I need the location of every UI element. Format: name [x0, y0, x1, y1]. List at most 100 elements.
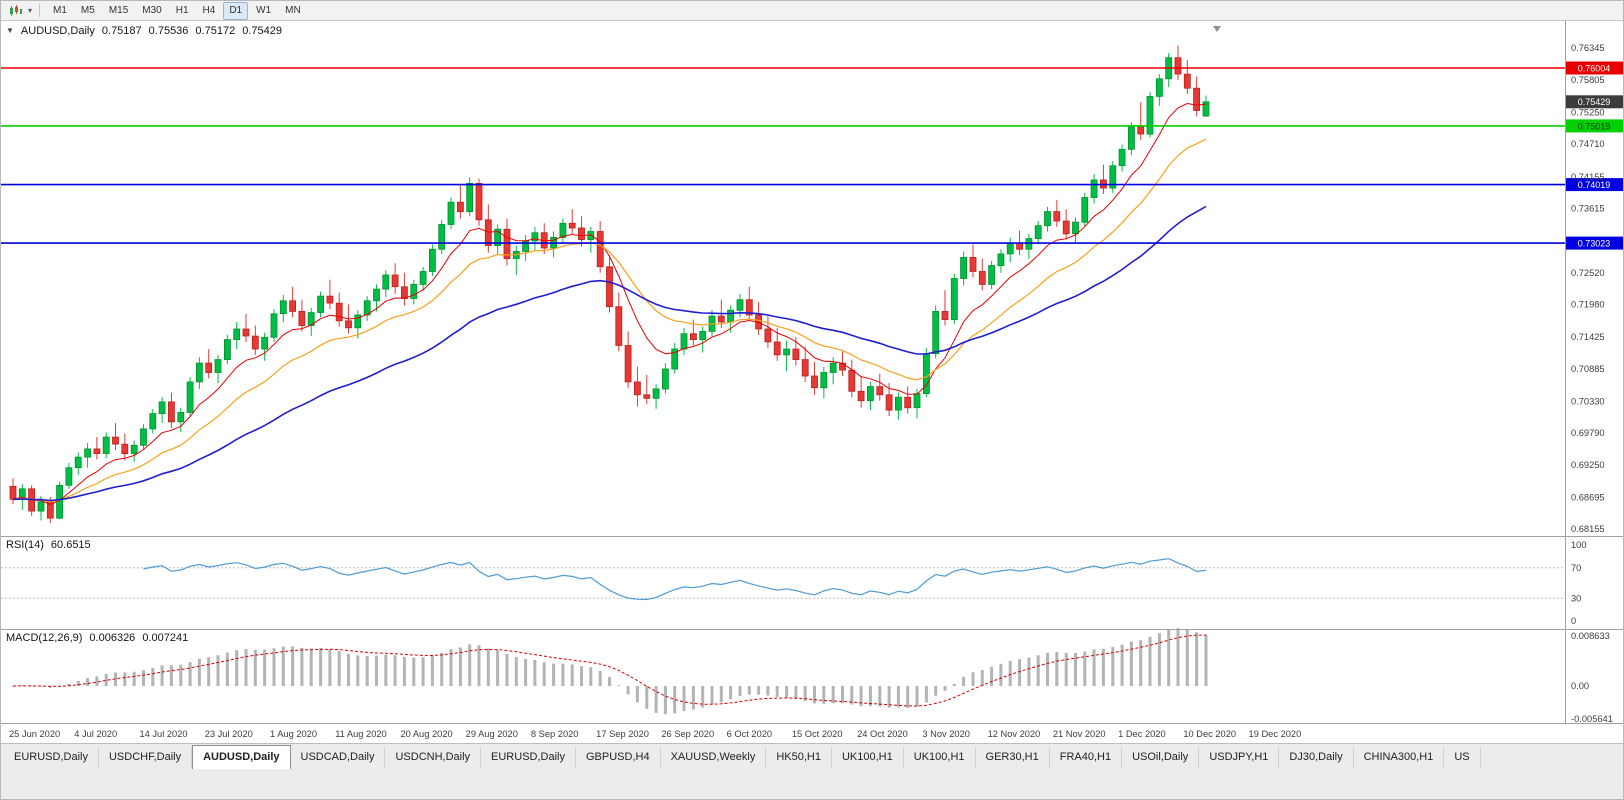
- svg-text:30: 30: [1571, 593, 1581, 603]
- macd-axis[interactable]: 0.008633 0.00 -0.005641: [1571, 631, 1613, 724]
- svg-text:10 Dec 2020: 10 Dec 2020: [1183, 729, 1236, 739]
- svg-text:0.74019: 0.74019: [1578, 180, 1611, 190]
- macd-name: MACD(12,26,9): [6, 632, 83, 644]
- macd-signal-value: 0.007241: [142, 632, 189, 644]
- timeframe-button-group: M1 M5 M15 M30 H1 H4 D1 W1 MN: [47, 1, 307, 20]
- chart-tab-bar: EURUSD,Daily USDCHF,Daily AUDUSD,Daily USDC…: [1, 743, 1623, 769]
- timeframe-button-m30[interactable]: M30: [142, 4, 162, 16]
- svg-text:26 Sep 2020: 26 Sep 2020: [661, 729, 714, 739]
- svg-text:8 Sep 2020: 8 Sep 2020: [531, 729, 579, 739]
- svg-text:23 Jul 2020: 23 Jul 2020: [205, 729, 253, 739]
- macd-histogram: [11, 628, 1208, 715]
- svg-text:0.76345: 0.76345: [1571, 43, 1605, 53]
- rsi-axis[interactable]: 100 70 30 0: [1571, 540, 1587, 626]
- svg-text:0.75805: 0.75805: [1571, 75, 1605, 85]
- svg-text:1 Aug 2020: 1 Aug 2020: [270, 729, 317, 739]
- svg-text:11 Aug 2020: 11 Aug 2020: [335, 729, 387, 739]
- svg-text:3 Nov 2020: 3 Nov 2020: [922, 729, 970, 739]
- chart-tab-usdcad-daily[interactable]: USDCAD,Daily: [290, 747, 386, 769]
- candlestick-series[interactable]: [9, 45, 1210, 523]
- timeframe-button-h4[interactable]: H4: [202, 4, 216, 16]
- timeframe-button-d1[interactable]: D1: [223, 1, 249, 20]
- price-line-badge-0.75019: [1566, 119, 1623, 133]
- svg-text:0.72520: 0.72520: [1571, 268, 1605, 278]
- chart-tab-dj30-daily[interactable]: DJ30,Daily: [1279, 747, 1354, 769]
- svg-text:-0.005641: -0.005641: [1571, 714, 1613, 724]
- time-axis[interactable]: 25 Jun 2020 4 Jul 2020 14 Jul 2020 23 Jul 2…: [9, 729, 1301, 739]
- chart-tab-eurusd-daily[interactable]: EURUSD,Daily: [4, 747, 99, 769]
- svg-text:0.71980: 0.71980: [1571, 300, 1605, 310]
- chart-tab-gbpusd-h4[interactable]: GBPUSD,H4: [576, 747, 661, 769]
- symbol-dropdown-icon[interactable]: ▼: [6, 26, 14, 35]
- ohlc-low: 0.75172: [195, 25, 236, 37]
- svg-text:6 Oct 2020: 6 Oct 2020: [727, 729, 772, 739]
- rsi-indicator-label: RSI(14) 60.6515: [6, 539, 91, 551]
- chart-dropdown-caret-icon[interactable]: ▾: [28, 5, 33, 15]
- svg-text:0.75019: 0.75019: [1578, 121, 1611, 131]
- chart-tab-hk50-h1[interactable]: HK50,H1: [766, 747, 832, 769]
- rsi-value: 60.6515: [50, 539, 91, 551]
- chart-tab-eurusd-daily[interactable]: EURUSD,Daily: [481, 747, 576, 769]
- svg-text:14 Jul 2020: 14 Jul 2020: [139, 729, 187, 739]
- chart-tab-usdcnh-daily[interactable]: USDCNH,Daily: [385, 747, 482, 769]
- svg-text:0.71425: 0.71425: [1571, 332, 1605, 342]
- chart-tab-usoil-daily[interactable]: USOil,Daily: [1122, 747, 1200, 769]
- svg-text:1 Dec 2020: 1 Dec 2020: [1118, 729, 1166, 739]
- svg-text:0.74155: 0.74155: [1571, 172, 1605, 182]
- toolbar: ▾ M1 M5 M15 M30 H1 H4 D1 W1 MN: [1, 1, 1623, 21]
- chart-tab-usdjpy-h1[interactable]: USDJPY,H1: [1199, 747, 1280, 769]
- chart-symbol-label: AUDUSD,Daily: [20, 25, 95, 37]
- chart-tab-xauusd-weekly[interactable]: XAUUSD,Weekly: [660, 747, 767, 769]
- chart-tab-usdchf-daily[interactable]: USDCHF,Daily: [98, 747, 193, 769]
- svg-text:0.69250: 0.69250: [1571, 460, 1605, 470]
- rsi-name: RSI(14): [6, 539, 44, 551]
- chart-shift-marker[interactable]: [1213, 26, 1221, 32]
- macd-signal-line: [12, 634, 1207, 707]
- chart-tab-us[interactable]: US: [1444, 747, 1481, 769]
- svg-text:12 Nov 2020: 12 Nov 2020: [988, 729, 1041, 739]
- rsi-line: [143, 558, 1207, 601]
- svg-text:0.68155: 0.68155: [1571, 524, 1605, 534]
- macd-indicator-label: MACD(12,26,9) 0.006326 0.007241: [6, 632, 188, 644]
- svg-text:21 Nov 2020: 21 Nov 2020: [1053, 729, 1106, 739]
- timeframe-button-h1[interactable]: H1: [175, 4, 189, 16]
- ohlc-close: 0.75429: [242, 25, 282, 37]
- price-axis[interactable]: 0.76345 0.75805 0.75250 0.74710 0.74155 0.736…: [1571, 43, 1605, 534]
- timeframe-button-mn[interactable]: MN: [285, 4, 301, 16]
- svg-text:29 Aug 2020: 29 Aug 2020: [466, 729, 518, 739]
- svg-text:0.73615: 0.73615: [1571, 204, 1605, 214]
- svg-text:25 Jun 2020: 25 Jun 2020: [9, 729, 60, 739]
- svg-text:0.68695: 0.68695: [1571, 493, 1605, 503]
- timeframe-button-m5[interactable]: M5: [80, 4, 95, 16]
- ma-medium-line: [12, 138, 1207, 503]
- timeframe-button-m1[interactable]: M1: [53, 4, 67, 16]
- svg-text:0.69790: 0.69790: [1571, 428, 1605, 438]
- chart-tab-uk100-h1[interactable]: UK100,H1: [903, 747, 976, 769]
- svg-text:0.76004: 0.76004: [1578, 63, 1611, 73]
- svg-text:0: 0: [1571, 616, 1576, 626]
- chart-tab-uk100-h1[interactable]: UK100,H1: [831, 747, 904, 769]
- ma-fast-line: [12, 102, 1207, 505]
- chart-tab-audusd-daily[interactable]: AUDUSD,Daily: [192, 745, 291, 769]
- ohlc-open: 0.75187: [101, 25, 142, 37]
- svg-text:0.75429: 0.75429: [1578, 97, 1611, 107]
- timeframe-button-m15[interactable]: M15: [108, 4, 129, 16]
- price-chart-canvas[interactable]: 0.760040.750190.740190.730230.754290.763…: [1, 21, 1624, 743]
- ohlc-high: 0.75536: [148, 25, 189, 37]
- chart-tab-ger30-h1[interactable]: GER30,H1: [975, 747, 1050, 769]
- macd-main-value: 0.006326: [89, 632, 136, 644]
- price-line-badge-0.76004: [1566, 61, 1623, 75]
- chart-tab-fra40-h1[interactable]: FRA40,H1: [1049, 747, 1123, 769]
- candlestick-chart-icon-glyph: [10, 4, 22, 16]
- price-line-badge-0.74019: [1566, 178, 1623, 192]
- svg-text:70: 70: [1571, 563, 1581, 573]
- timeframe-button-w1[interactable]: W1: [256, 4, 272, 16]
- svg-text:17 Sep 2020: 17 Sep 2020: [596, 729, 649, 739]
- candlestick-chart-icon[interactable]: [6, 4, 26, 18]
- svg-text:4 Jul 2020: 4 Jul 2020: [74, 729, 117, 739]
- svg-text:20 Aug 2020: 20 Aug 2020: [400, 729, 452, 739]
- svg-text:15 Oct 2020: 15 Oct 2020: [792, 729, 843, 739]
- chart-tab-china300-h1[interactable]: CHINA300,H1: [1353, 747, 1445, 769]
- svg-text:100: 100: [1571, 540, 1587, 550]
